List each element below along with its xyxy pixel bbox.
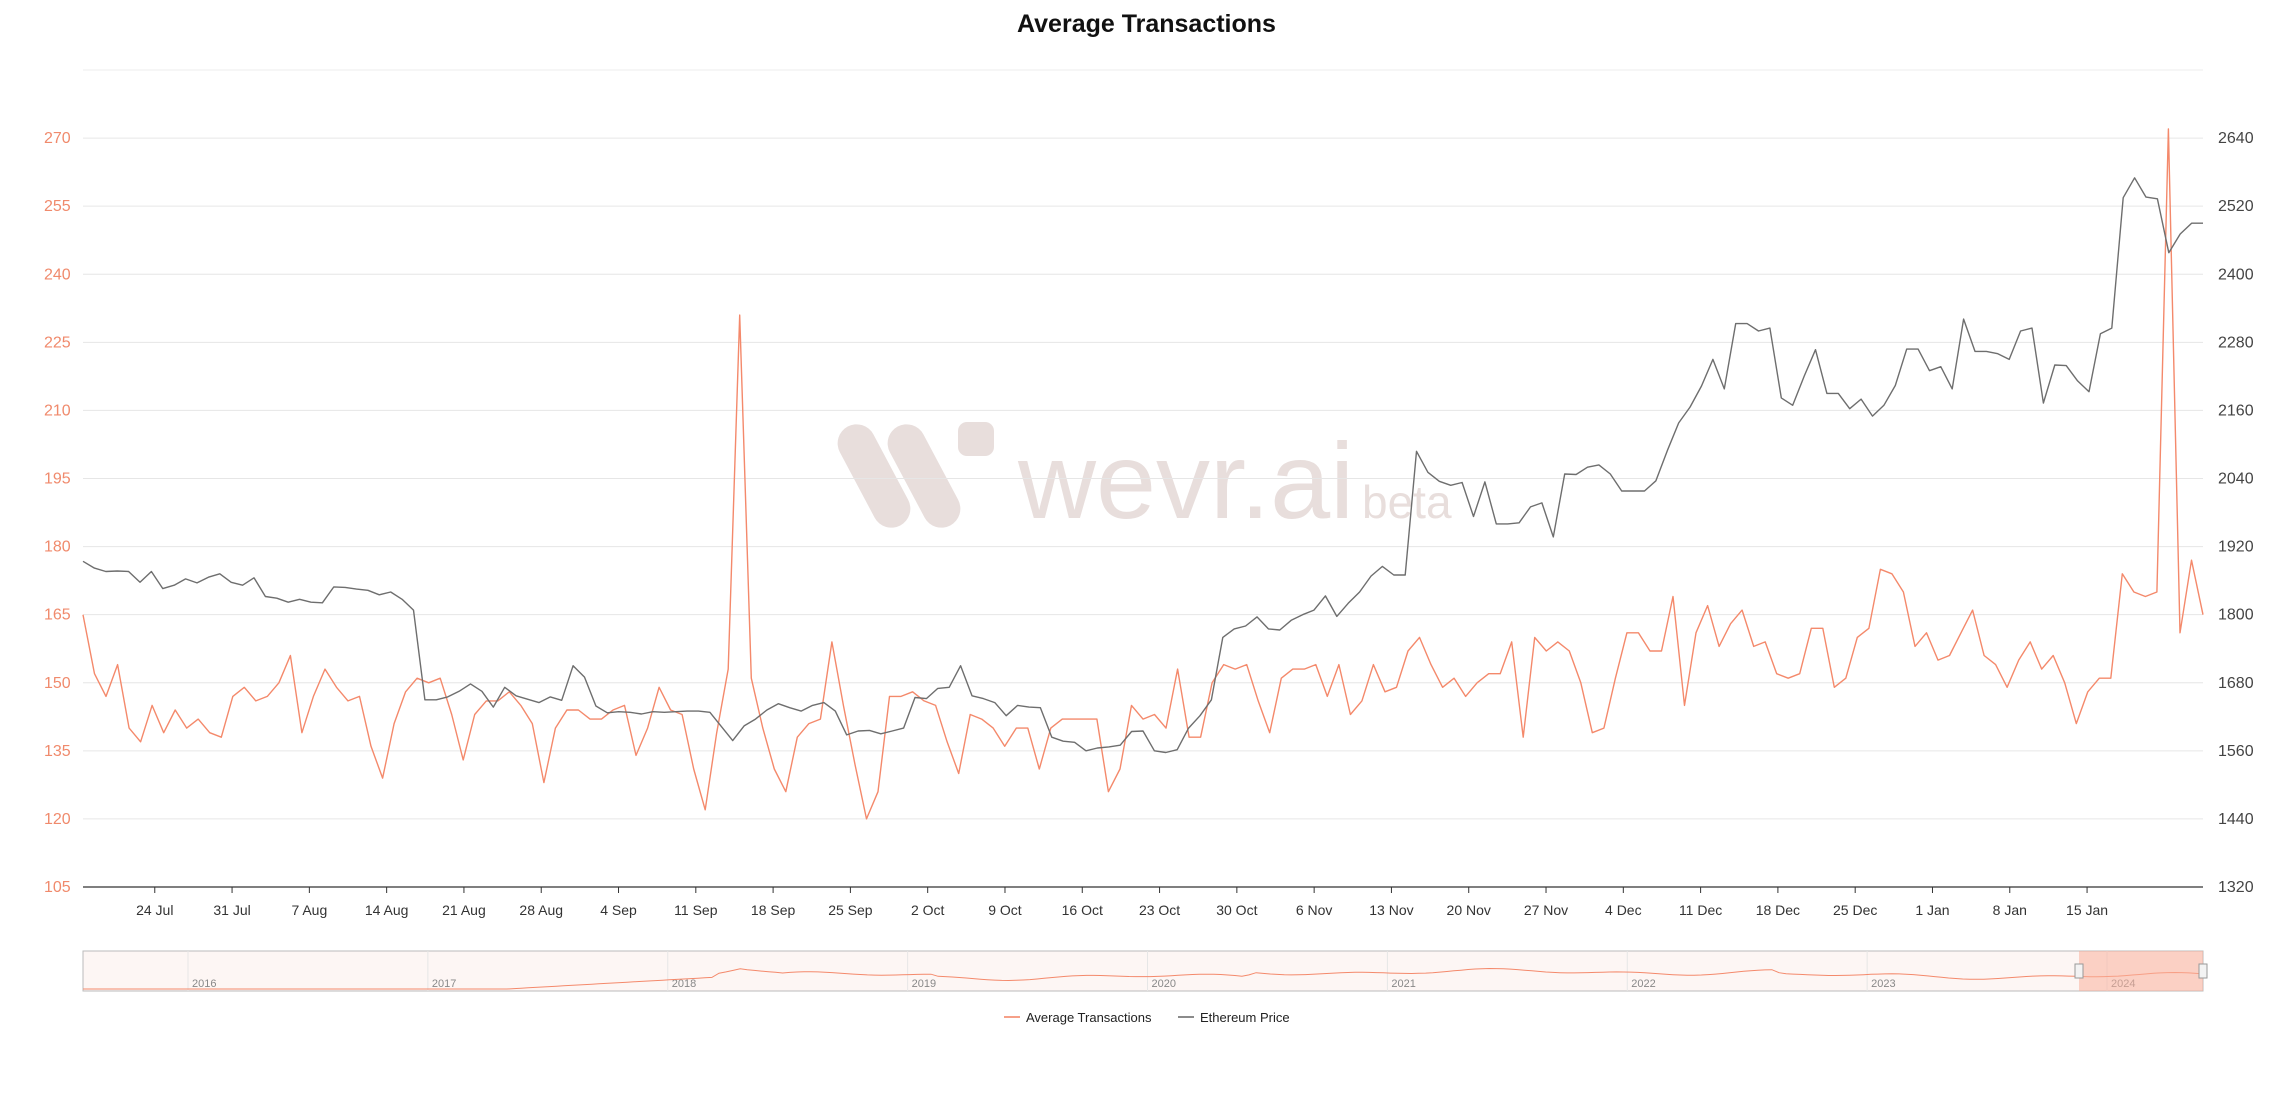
navigator-selection <box>2079 951 2203 991</box>
x-tick-label: 23 Oct <box>1139 902 1180 918</box>
x-tick-label: 18 Sep <box>751 902 796 918</box>
y-left-tick-label: 165 <box>44 607 71 624</box>
x-tick-label: 1 Jan <box>1915 902 1949 918</box>
x-tick-label: 15 Jan <box>2066 902 2108 918</box>
y-right-tick-label: 2160 <box>2218 402 2254 419</box>
y-left-tick-label: 210 <box>44 402 71 419</box>
y-right-tick-label: 1800 <box>2218 607 2254 624</box>
x-tick-label: 9 Oct <box>988 902 1022 918</box>
y-right-tick-label: 2520 <box>2218 198 2254 215</box>
y-left-tick-label: 150 <box>44 675 71 692</box>
y-right-tick-label: 1440 <box>2218 811 2254 828</box>
navigator-handle-left[interactable] <box>2074 963 2084 979</box>
navigator-year-label: 2019 <box>912 978 936 990</box>
y-right-tick-label: 1560 <box>2218 743 2254 760</box>
legend-label: Ethereum Price <box>1200 1010 1290 1025</box>
navigator-year-label: 2023 <box>1871 978 1895 990</box>
navigator-year-label: 2018 <box>672 978 696 990</box>
x-tick-label: 31 Jul <box>213 902 250 918</box>
y-left-tick-label: 180 <box>44 539 71 556</box>
y-right-tick-label: 2040 <box>2218 471 2254 488</box>
y-right-tick-label: 1920 <box>2218 539 2254 556</box>
y-right-tick-label: 2640 <box>2218 130 2254 147</box>
chart-title: Average Transactions <box>1017 10 1276 38</box>
x-tick-label: 21 Aug <box>442 902 486 918</box>
navigator-year-label: 2017 <box>432 978 456 990</box>
watermark-logo: wevr.ai beta <box>837 420 1452 541</box>
watermark-mark-1 <box>837 424 911 528</box>
y-left-tick-label: 195 <box>44 471 71 488</box>
navigator-year-label: 2022 <box>1631 978 1655 990</box>
x-tick-label: 13 Nov <box>1369 902 1413 918</box>
x-tick-label: 6 Nov <box>1296 902 1333 918</box>
y-left-tick-label: 120 <box>44 811 71 828</box>
watermark-text: wevr.ai <box>1017 420 1354 541</box>
y-left-tick-label: 240 <box>44 266 71 283</box>
y-left-tick-label: 105 <box>44 879 71 896</box>
navigator-handle-right[interactable] <box>2198 963 2208 979</box>
y-right-tick-label: 2400 <box>2218 266 2254 283</box>
y-left-tick-label: 135 <box>44 743 71 760</box>
watermark-mark-2 <box>887 424 961 528</box>
x-tick-label: 11 Sep <box>674 902 718 918</box>
x-tick-label: 2 Oct <box>911 902 945 918</box>
navigator: 201620172018201920202021202220232024 <box>82 950 2208 992</box>
y-left-tick-label: 255 <box>44 198 71 215</box>
x-tick-label: 20 Nov <box>1447 902 1491 918</box>
x-tick-label: 27 Nov <box>1524 902 1568 918</box>
x-tick-label: 18 Dec <box>1756 902 1800 918</box>
legend-label: Average Transactions <box>1026 1010 1152 1025</box>
y-left-tick-label: 225 <box>44 334 71 351</box>
x-tick-label: 4 Dec <box>1605 902 1642 918</box>
navigator-year-label: 2016 <box>192 978 216 990</box>
legend: Average Transactions Ethereum Price <box>1004 1010 1290 1025</box>
watermark-mark-3 <box>958 422 994 456</box>
navigator-year-label: 2021 <box>1391 978 1415 990</box>
navigator-year-label: 2020 <box>1152 978 1176 990</box>
series-line-ethereum-price <box>82 177 2203 754</box>
x-tick-label: 11 Dec <box>1679 902 1722 918</box>
x-tick-label: 24 Jul <box>136 902 173 918</box>
x-tick-label: 4 Sep <box>600 902 637 918</box>
navigator-background <box>82 950 2204 992</box>
x-tick-label: 8 Jan <box>1993 902 2027 918</box>
y-right-tick-label: 2280 <box>2218 334 2254 351</box>
x-tick-label: 28 Aug <box>519 902 563 918</box>
y-left-tick-label: 270 <box>44 130 71 147</box>
x-tick-label: 25 Dec <box>1833 902 1877 918</box>
x-tick-label: 16 Oct <box>1062 902 1103 918</box>
x-tick-label: 7 Aug <box>291 902 327 918</box>
x-tick-label: 30 Oct <box>1216 902 1257 918</box>
x-tick-label: 14 Aug <box>365 902 409 918</box>
y-right-tick-label: 1320 <box>2218 879 2254 896</box>
y-right-tick-label: 1680 <box>2218 675 2254 692</box>
navigator-series-line <box>83 967 2204 990</box>
series-line-average-transactions <box>82 128 2204 820</box>
x-tick-label: 25 Sep <box>828 902 873 918</box>
watermark-suffix: beta <box>1362 476 1452 528</box>
